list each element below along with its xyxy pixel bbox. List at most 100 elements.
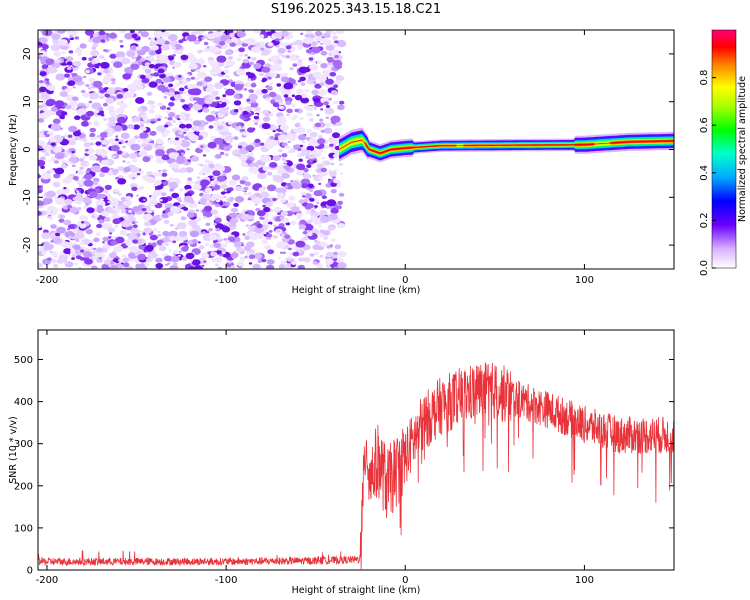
noise-speckle	[297, 264, 305, 269]
noise-speckle	[178, 39, 184, 44]
noise-speckle	[143, 221, 151, 227]
noise-speckle	[292, 63, 298, 67]
noise-speckle	[39, 71, 47, 77]
noise-speckle	[212, 170, 221, 177]
noise-speckle	[149, 130, 157, 136]
noise-speckle	[141, 142, 147, 147]
noise-speckle	[217, 266, 223, 269]
noise-speckle	[176, 158, 185, 165]
noise-speckle	[77, 188, 82, 192]
noise-speckle	[135, 262, 146, 269]
noise-speckle	[298, 224, 307, 230]
noise-speckle	[337, 200, 343, 205]
noise-speckle	[230, 252, 239, 258]
noise-speckle	[208, 234, 218, 241]
noise-speckle	[61, 160, 68, 165]
noise-speckle	[127, 138, 136, 144]
noise-speckle	[85, 162, 89, 166]
noise-speckle	[100, 166, 110, 173]
noise-speckle	[102, 236, 110, 242]
noise-speckle	[120, 208, 128, 214]
noise-speckle	[98, 95, 105, 100]
noise-speckle	[83, 142, 92, 148]
noise-speckle	[227, 187, 234, 192]
noise-speckle	[288, 195, 296, 201]
noise-speckle	[201, 36, 206, 40]
noise-speckle	[63, 177, 72, 184]
noise-speckle	[219, 253, 224, 257]
noise-speckle	[38, 118, 45, 123]
noise-speckle	[236, 154, 240, 157]
x-tick-label: 100	[575, 275, 594, 286]
noise-speckle	[277, 192, 285, 198]
noise-speckle	[113, 245, 123, 253]
noise-speckle	[66, 228, 70, 231]
noise-speckle	[168, 102, 175, 107]
noise-speckle	[93, 217, 97, 220]
y-tick-label: 0	[22, 146, 33, 152]
noise-speckle	[314, 213, 320, 217]
noise-speckle	[331, 139, 337, 144]
noise-speckle	[156, 37, 166, 45]
noise-speckle	[155, 68, 159, 72]
noise-speckle	[254, 122, 258, 125]
noise-speckle	[165, 263, 169, 266]
noise-speckle	[165, 130, 169, 134]
noise-speckle	[267, 249, 275, 255]
noise-speckle	[333, 251, 338, 256]
noise-speckle	[307, 183, 314, 188]
noise-speckle	[329, 143, 334, 147]
noise-speckle	[289, 31, 293, 34]
noise-speckle	[221, 184, 229, 190]
noise-speckle	[54, 160, 59, 164]
noise-speckle	[306, 164, 312, 169]
noise-speckle	[128, 84, 132, 87]
noise-speckle	[280, 260, 288, 266]
noise-speckle	[190, 155, 200, 162]
noise-speckle	[79, 241, 85, 246]
noise-speckle	[298, 47, 302, 51]
noise-speckle	[161, 213, 170, 219]
noise-speckle	[121, 57, 131, 65]
noise-speckle	[140, 126, 147, 132]
noise-speckle	[167, 138, 175, 144]
noise-speckle	[120, 132, 130, 140]
noise-speckle	[325, 105, 330, 108]
noise-speckle	[162, 230, 170, 237]
noise-speckle	[258, 34, 265, 39]
noise-speckle	[312, 244, 321, 250]
noise-speckle	[93, 109, 100, 114]
noise-speckle	[296, 61, 304, 67]
noise-speckle	[128, 173, 138, 181]
noise-speckle	[155, 254, 159, 257]
noise-speckle	[190, 76, 195, 80]
noise-speckle	[295, 240, 306, 248]
noise-speckle	[143, 227, 152, 234]
noise-speckle	[82, 92, 89, 98]
noise-speckle	[331, 31, 337, 35]
noise-speckle	[79, 215, 89, 222]
noise-speckle	[92, 80, 103, 88]
noise-speckle	[72, 96, 79, 102]
noise-speckle	[163, 96, 168, 99]
noise-speckle	[274, 189, 278, 192]
noise-speckle	[159, 199, 163, 202]
noise-speckle	[105, 145, 110, 149]
noise-speckle	[299, 219, 307, 225]
noise-speckle	[253, 226, 264, 234]
noise-speckle	[189, 230, 199, 238]
noise-speckle	[228, 56, 233, 60]
noise-speckle	[336, 205, 342, 210]
noise-speckle	[100, 193, 107, 199]
noise-speckle	[239, 131, 243, 134]
noise-speckle	[160, 44, 170, 51]
noise-speckle	[54, 100, 65, 107]
noise-speckle	[84, 148, 89, 152]
noise-speckle	[241, 123, 244, 126]
noise-speckle	[289, 136, 296, 142]
noise-speckle	[235, 186, 243, 192]
x-tick-label: 0	[402, 575, 408, 586]
noise-speckle	[59, 91, 68, 97]
noise-speckle	[170, 255, 180, 263]
noise-speckle	[211, 258, 216, 262]
